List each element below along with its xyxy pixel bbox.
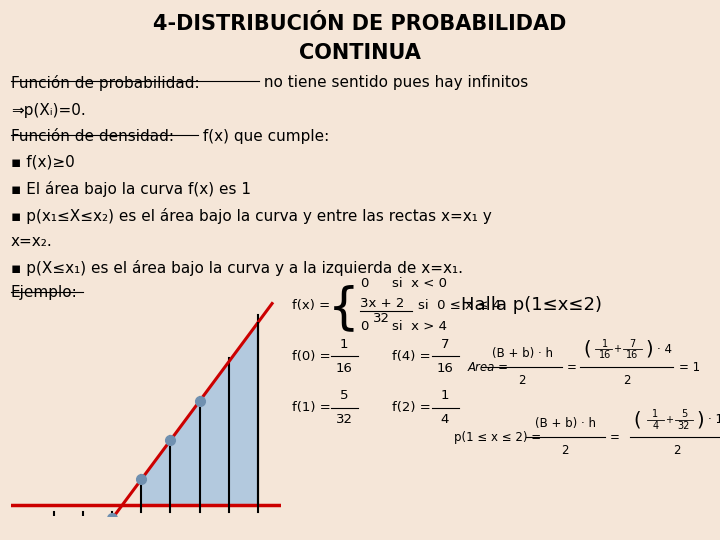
- Text: Ejemplo:: Ejemplo:: [11, 285, 78, 300]
- Text: 2: 2: [518, 374, 526, 387]
- Text: 5: 5: [340, 389, 348, 402]
- Text: 16: 16: [598, 350, 611, 360]
- Text: · 1: · 1: [708, 413, 720, 426]
- Polygon shape: [141, 323, 258, 505]
- Text: ): ): [646, 340, 653, 359]
- Text: ▪ El área bajo la curva f(x) es 1: ▪ El área bajo la curva f(x) es 1: [11, 181, 251, 198]
- Text: {: {: [328, 284, 359, 332]
- Text: 2: 2: [673, 444, 680, 457]
- Text: 3x + 2: 3x + 2: [360, 297, 405, 310]
- Text: 1: 1: [602, 339, 608, 349]
- Text: 16: 16: [436, 362, 454, 375]
- Text: no tiene sentido pues hay infinitos: no tiene sentido pues hay infinitos: [259, 75, 528, 90]
- Text: 16: 16: [336, 362, 353, 375]
- Text: Función de probabilidad:: Función de probabilidad:: [11, 75, 199, 91]
- Text: 4: 4: [441, 413, 449, 426]
- Text: f(2) =: f(2) =: [392, 401, 431, 414]
- Text: f(x) =: f(x) =: [292, 299, 330, 312]
- Text: = 1: = 1: [679, 361, 700, 374]
- Text: ▪ f(x)≥0: ▪ f(x)≥0: [11, 155, 75, 170]
- Text: 7: 7: [629, 339, 635, 349]
- Text: si  x < 0: si x < 0: [392, 277, 447, 290]
- Text: 0: 0: [360, 320, 369, 333]
- Text: 5: 5: [681, 409, 687, 419]
- Text: 1: 1: [441, 389, 449, 402]
- Text: ▪ p(X≤x₁) es el área bajo la curva y a la izquierda de x=x₁.: ▪ p(X≤x₁) es el área bajo la curva y a l…: [11, 260, 463, 276]
- Text: f(x) que cumple:: f(x) que cumple:: [198, 129, 329, 144]
- Text: 16: 16: [626, 350, 639, 360]
- Text: ▪ p(x₁≤X≤x₂) es el área bajo la curva y entre las rectas x=x₁ y: ▪ p(x₁≤X≤x₂) es el área bajo la curva y …: [11, 208, 492, 224]
- Text: x=x₂.: x=x₂.: [11, 234, 53, 249]
- Text: (: (: [583, 340, 590, 359]
- Text: 2: 2: [623, 374, 630, 387]
- Text: 0: 0: [360, 277, 369, 290]
- Text: f(4) =: f(4) =: [392, 350, 431, 363]
- Text: 2: 2: [562, 444, 569, 457]
- Text: ⇒p(Xᵢ)=0.: ⇒p(Xᵢ)=0.: [11, 103, 86, 118]
- Text: 32: 32: [373, 312, 390, 325]
- Text: 1: 1: [652, 409, 658, 419]
- Text: 7: 7: [441, 338, 449, 351]
- Text: si  0 ≤ x ≤ 4: si 0 ≤ x ≤ 4: [418, 299, 500, 312]
- Text: 32: 32: [336, 413, 353, 426]
- Text: (: (: [634, 410, 641, 429]
- Text: Función de densidad:: Función de densidad:: [11, 129, 174, 144]
- Text: f(0) =: f(0) =: [292, 350, 330, 363]
- Text: f(1) =: f(1) =: [292, 401, 330, 414]
- Text: ): ): [696, 410, 703, 429]
- Text: =: =: [610, 431, 620, 444]
- Text: p(1 ≤ x ≤ 2) =: p(1 ≤ x ≤ 2) =: [454, 431, 541, 444]
- Text: si  x > 4: si x > 4: [392, 320, 447, 333]
- Text: +: +: [665, 415, 673, 424]
- Text: Halla p(1≤x≤2): Halla p(1≤x≤2): [461, 296, 602, 314]
- Text: (B + b) · h: (B + b) · h: [535, 417, 595, 430]
- Text: 1: 1: [340, 338, 348, 351]
- Text: 4: 4: [652, 421, 658, 430]
- Text: 32: 32: [678, 421, 690, 430]
- Text: =: =: [567, 361, 577, 374]
- Text: +: +: [613, 345, 621, 354]
- Text: (B + b) · h: (B + b) · h: [492, 347, 552, 360]
- Text: Area =: Area =: [468, 361, 509, 374]
- Text: · 4: · 4: [657, 343, 672, 356]
- Text: 4-DISTRIBUCIÓN DE PROBABILIDAD: 4-DISTRIBUCIÓN DE PROBABILIDAD: [153, 14, 567, 33]
- Text: CONTINUA: CONTINUA: [299, 43, 421, 63]
